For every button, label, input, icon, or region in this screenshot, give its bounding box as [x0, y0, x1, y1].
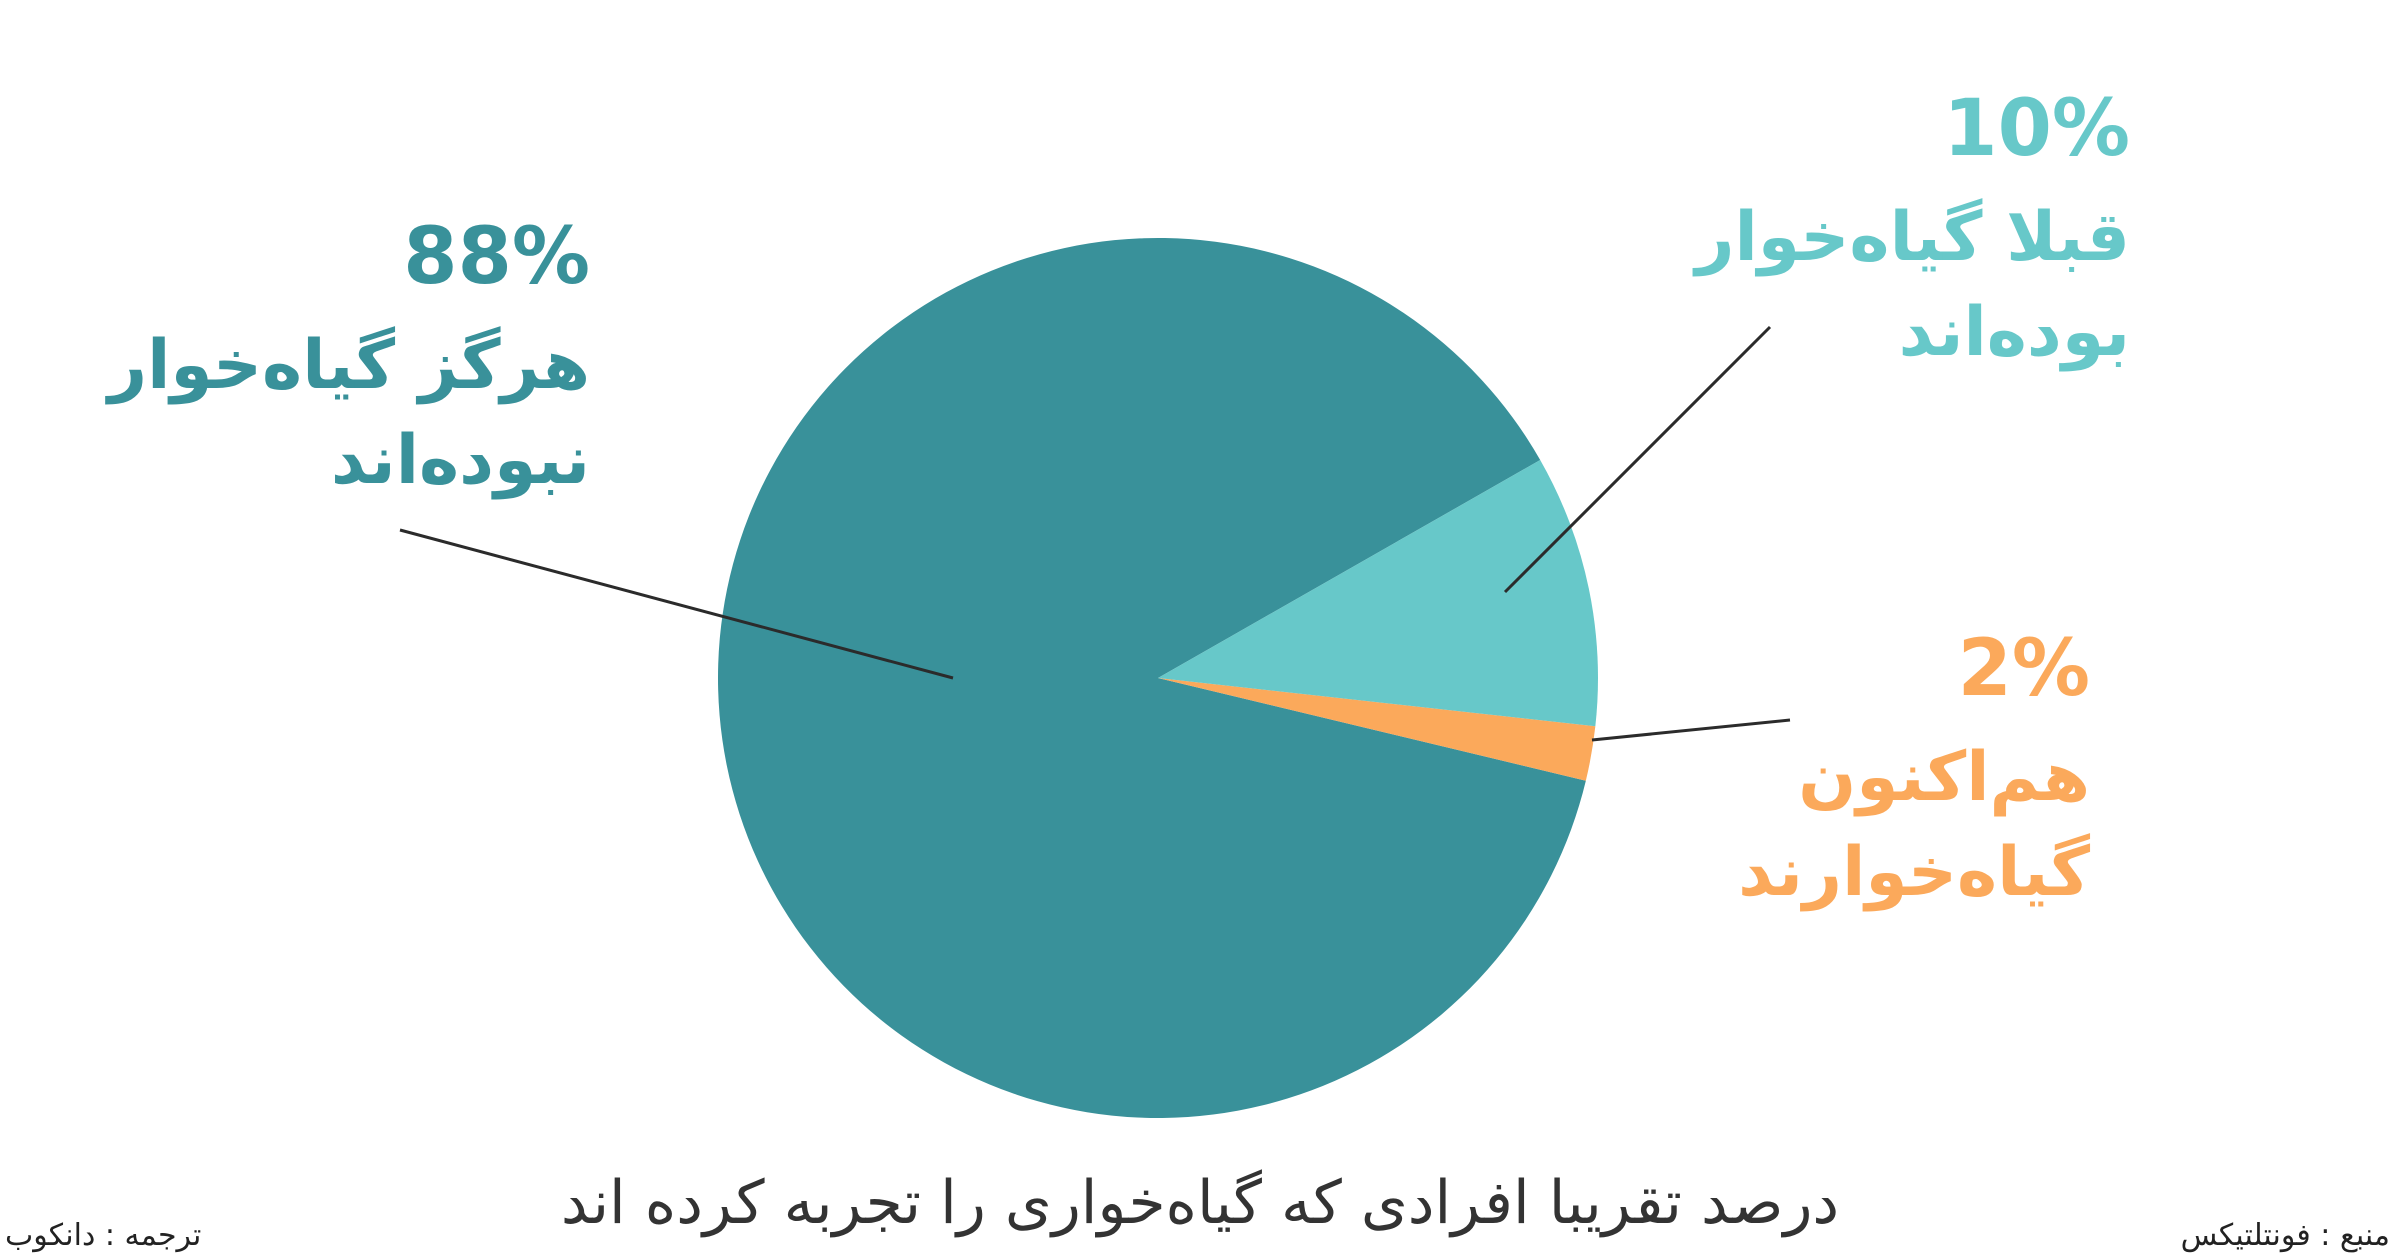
- source-credit: منبع : فونتلتیکس: [2180, 1218, 2390, 1253]
- translator-credit: ترجمه : دانکوب: [5, 1218, 202, 1253]
- pie-slice-never-vegetarian: [717, 237, 1586, 1118]
- slice-label-former-vegetarian-percent: 10%: [1943, 84, 2130, 174]
- slice-label-line: قبلا گیاه‌خوار: [1695, 198, 2130, 277]
- slice-label-line: هم‌اکنون: [1798, 738, 2090, 817]
- pie-slice-former-vegetarian: [1158, 459, 1598, 727]
- slice-label-line: بوده‌اند: [1898, 293, 2130, 373]
- slice-label-line: هرگز گیاه‌خوار: [107, 326, 590, 405]
- leader-line-never-vegetarian: [399, 528, 954, 680]
- slice-label-current-vegetarian-text: هم‌اکنون گیاه‌خوارند: [1738, 730, 2090, 920]
- slice-label-current-vegetarian-percent: 2%: [1957, 624, 2090, 714]
- chart-title: درصد تقریبا افرادی که گیاه‌خواری را تجرب…: [560, 1168, 1840, 1238]
- slice-label-line: نبوده‌اند: [330, 421, 590, 501]
- slice-label-line: گیاه‌خوارند: [1738, 833, 2090, 913]
- slice-label-never-vegetarian-text: هرگز گیاه‌خوار نبوده‌اند: [108, 318, 590, 508]
- leader-line-current-vegetarian: [1591, 718, 1791, 742]
- slice-label-former-vegetarian-text: قبلا گیاه‌خوار بوده‌اند: [1695, 190, 2130, 380]
- slice-label-never-vegetarian-percent: 88%: [403, 212, 590, 302]
- pie-slice-current-vegetarian: [1158, 678, 1596, 781]
- leader-line-former-vegetarian: [1503, 325, 1772, 594]
